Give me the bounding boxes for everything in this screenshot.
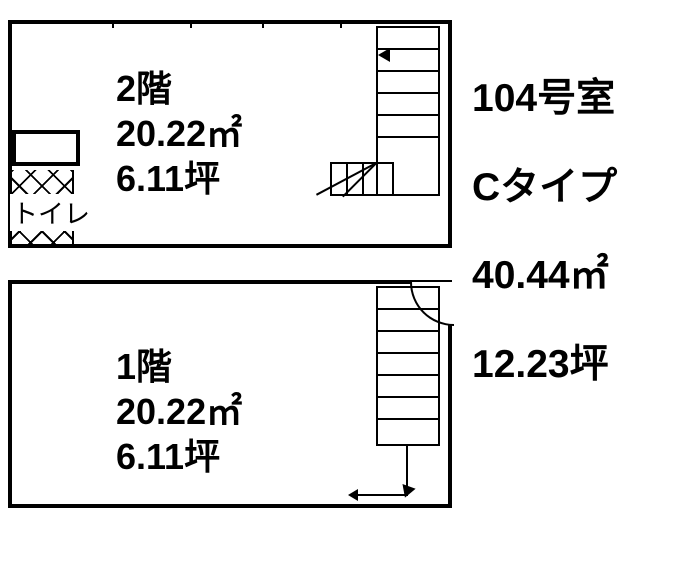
stair-tread bbox=[376, 136, 440, 138]
toilet-box bbox=[12, 130, 80, 166]
stair-tread bbox=[376, 114, 440, 116]
floor2-name: 2階 bbox=[116, 66, 242, 111]
stair-tread bbox=[376, 70, 440, 72]
floor2-area-tsubo: 6.11坪 bbox=[116, 156, 242, 201]
stair-arrow-down-icon bbox=[406, 446, 408, 496]
toilet-label: トイレ bbox=[10, 194, 92, 231]
stair-shaft bbox=[376, 286, 440, 446]
floor1-area-tsubo: 6.11坪 bbox=[116, 434, 242, 479]
unit-total-tsubo: 12.23坪 bbox=[472, 340, 617, 391]
stair-arrow-icon bbox=[378, 48, 390, 62]
unit-type: Cタイプ bbox=[472, 163, 617, 214]
floor2-label-block: 2階 20.22㎡ 6.11坪 bbox=[116, 66, 242, 201]
stair-tread bbox=[376, 374, 440, 376]
unit-room-number: 104号室 bbox=[472, 74, 617, 125]
stair-tread bbox=[376, 418, 440, 420]
unit-total-m2: 40.44㎡ bbox=[472, 251, 617, 302]
unit-info-column: 104号室 Cタイプ 40.44㎡ 12.23坪 bbox=[472, 74, 617, 429]
stair-tread bbox=[376, 92, 440, 94]
floorplan-layout: トイレ 2階 20.22㎡ 6.11坪 bbox=[0, 0, 686, 564]
stair-tread bbox=[376, 396, 440, 398]
stair-tread bbox=[376, 352, 440, 354]
floor2-area-m2: 20.22㎡ bbox=[116, 111, 242, 156]
stairs-floor1 bbox=[330, 286, 440, 504]
floor1-name: 1階 bbox=[116, 344, 242, 389]
stair-tread bbox=[376, 48, 440, 50]
stairs-floor2 bbox=[330, 26, 440, 196]
floor1-area-m2: 20.22㎡ bbox=[116, 389, 242, 434]
window-mark bbox=[112, 22, 192, 28]
stair-tread bbox=[376, 308, 440, 310]
floor1-label-block: 1階 20.22㎡ 6.11坪 bbox=[116, 344, 242, 479]
stair-arrow-left-icon bbox=[350, 494, 408, 496]
stair-tread bbox=[376, 330, 440, 332]
